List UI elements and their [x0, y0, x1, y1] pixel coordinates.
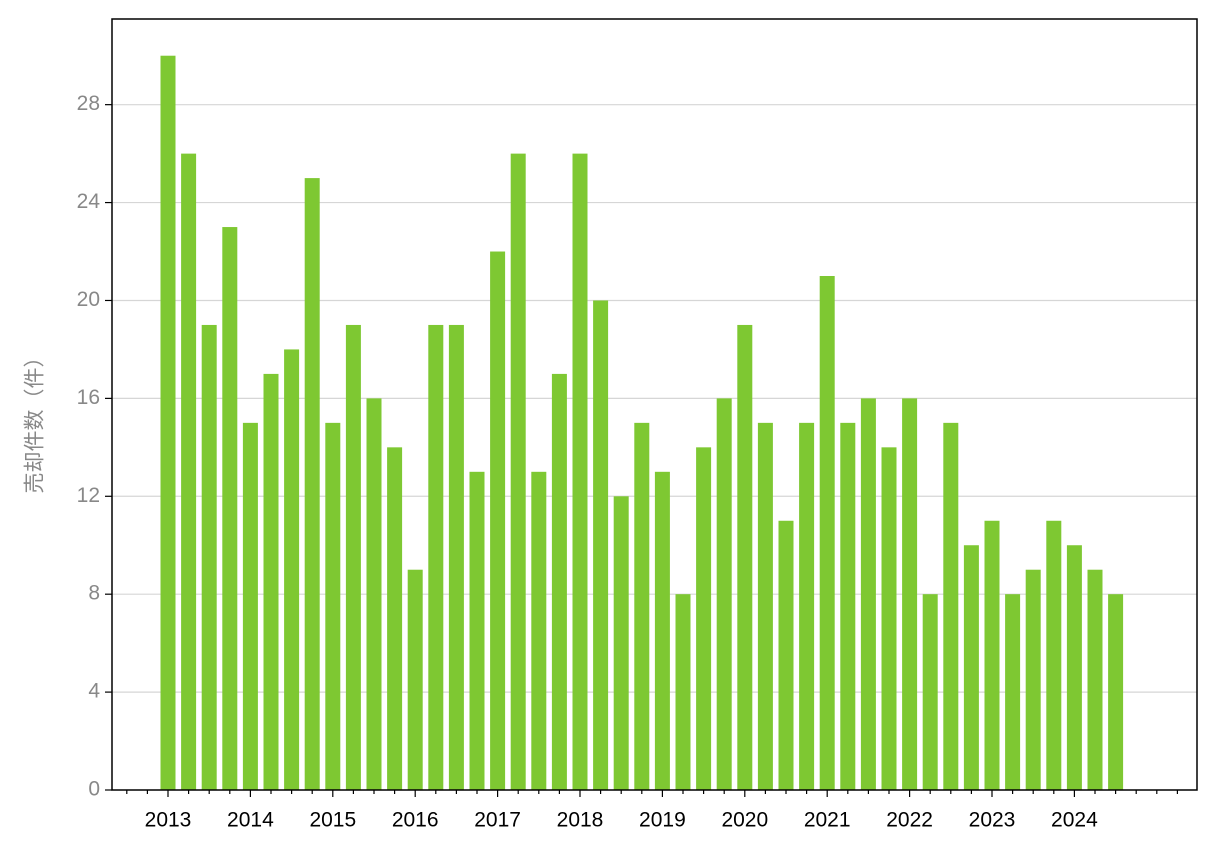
bar [181, 153, 197, 791]
bar [387, 447, 403, 790]
bar [1046, 520, 1062, 790]
y-tick-label: 20 [77, 288, 100, 311]
bar [469, 471, 485, 790]
y-tick-label: 0 [88, 778, 100, 801]
x-tick-label: 2023 [969, 809, 1016, 832]
bar [201, 324, 217, 790]
bar [778, 520, 794, 790]
x-tick-label: 2018 [557, 809, 604, 832]
bar [242, 422, 258, 790]
bar [1066, 545, 1082, 790]
bar [1087, 569, 1103, 790]
bar [922, 594, 938, 790]
bar [881, 447, 897, 790]
plot-frame [111, 18, 1198, 791]
x-tick-label: 2019 [639, 809, 686, 832]
y-tick-label: 8 [88, 582, 100, 605]
bar [428, 324, 444, 790]
bar [325, 422, 341, 790]
bar [531, 471, 547, 790]
bar [943, 422, 959, 790]
bar [448, 324, 464, 790]
bar [675, 594, 691, 790]
bar [984, 520, 1000, 790]
bar [757, 422, 773, 790]
y-tick-label: 12 [77, 484, 100, 507]
bar [860, 398, 876, 790]
bar [840, 422, 856, 790]
bar [1005, 594, 1021, 790]
bar [799, 422, 815, 790]
bar [737, 324, 753, 790]
x-tick-label: 2022 [886, 809, 933, 832]
bar [572, 153, 588, 791]
bar [1108, 594, 1124, 790]
x-tick-label: 2024 [1051, 809, 1098, 832]
bar [634, 422, 650, 790]
x-tick-label: 2015 [309, 809, 356, 832]
bar [263, 373, 279, 790]
bar [222, 227, 238, 791]
bar [1025, 569, 1041, 790]
bar [510, 153, 526, 791]
bar [819, 276, 835, 790]
bar [304, 178, 320, 791]
y-axis-label: 売却件数（件） [24, 347, 47, 494]
y-tick-label: 16 [77, 386, 100, 409]
x-tick-label: 2021 [804, 809, 851, 832]
bar [284, 349, 300, 790]
bar [551, 373, 567, 790]
x-tick-label: 2017 [474, 809, 521, 832]
bar [696, 447, 712, 790]
y-tick-label: 4 [88, 680, 100, 703]
bar [654, 471, 670, 790]
bar [716, 398, 732, 790]
bar [902, 398, 918, 790]
x-tick-label: 2013 [145, 809, 192, 832]
bar [160, 55, 176, 790]
bar [366, 398, 382, 790]
bar [490, 251, 506, 790]
x-tick-label: 2016 [392, 809, 439, 832]
bar [593, 300, 609, 790]
bar [345, 324, 361, 790]
bar [963, 545, 979, 790]
bar [613, 496, 629, 790]
x-tick-label: 2014 [227, 809, 274, 832]
bar [407, 569, 423, 790]
y-tick-label: 28 [77, 92, 100, 115]
x-tick-label: 2020 [721, 809, 768, 832]
y-tick-label: 24 [77, 190, 101, 213]
